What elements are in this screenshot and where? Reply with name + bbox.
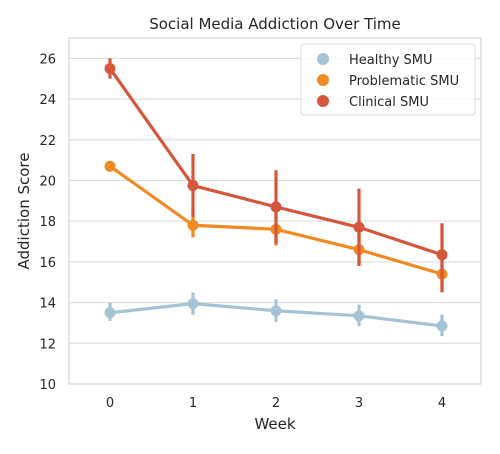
data-point [187,180,199,192]
x-tick-label: 1 [189,396,197,411]
legend-marker [317,74,329,86]
legend-marker [317,53,329,65]
y-tick-label: 26 [39,52,56,67]
x-axis-label: Week [254,415,295,433]
legend-frame [300,43,476,116]
x-tick-label: 2 [272,396,280,411]
data-point [104,63,116,75]
legend-marker [317,95,329,107]
y-tick-label: 20 [39,174,56,189]
data-point [104,307,116,319]
y-tick-label: 12 [39,337,56,352]
legend: Healthy SMU Problematic SMU Clinical SMU [300,43,476,116]
legend-label: Healthy SMU [349,53,433,68]
series-layer [104,58,448,337]
y-tick-label: 14 [39,297,56,312]
data-point [436,249,448,261]
data-point [353,310,365,322]
y-tick-label: 22 [39,134,56,149]
data-point [104,160,116,172]
data-point [353,221,365,233]
data-point [270,201,282,213]
x-tick-label: 0 [106,396,114,411]
y-axis-label: Addiction Score [15,153,33,270]
chart-title: Social Media Addiction Over Time [149,15,401,33]
series-clinical-smu [104,58,448,293]
x-tick-label: 3 [355,396,363,411]
plot-area [68,37,482,385]
legend-label: Clinical SMU [349,95,429,110]
data-point [436,320,448,332]
data-point [187,219,199,231]
data-point [187,298,199,310]
y-tick-label: 18 [39,215,56,230]
series-healthy-smu [104,292,448,337]
x-tick-label: 4 [438,396,446,411]
legend-label: Problematic SMU [349,74,459,89]
y-tick-label: 24 [39,93,56,108]
y-tick-label: 10 [39,378,56,393]
y-tick-label: 16 [39,256,56,271]
y-axis-ticks: 10 12 14 16 18 20 22 24 26 [39,52,56,393]
x-axis-ticks: 0 1 2 3 4 [106,396,446,411]
data-point [270,305,282,317]
